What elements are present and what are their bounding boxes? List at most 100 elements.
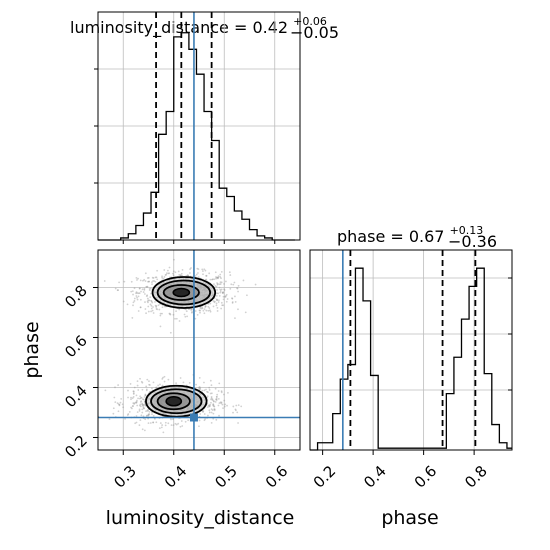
x-axis-label-phase: phase [381, 507, 438, 529]
scatter-point [150, 299, 153, 302]
scatter-point [190, 308, 193, 311]
scatter-point [175, 310, 177, 313]
scatter-point [155, 276, 158, 279]
scatter-point [177, 422, 180, 425]
scatter-point [137, 295, 140, 298]
scatter-point [155, 307, 158, 310]
scatter-point [141, 381, 144, 384]
scatter-point [142, 291, 145, 293]
scatter-point [183, 313, 186, 316]
scatter-point [128, 411, 131, 413]
scatter-point [135, 421, 138, 424]
scatter-point [142, 398, 145, 401]
scatter-point [215, 298, 218, 301]
title-luminosity-distance-main: luminosity_distance = 0.42 [70, 18, 288, 38]
scatter-point [140, 396, 143, 399]
scatter-point [213, 408, 216, 411]
scatter-point [147, 301, 149, 304]
scatter-point [211, 278, 213, 281]
scatter-point [219, 290, 222, 292]
x-tick-label: 0.6 [262, 462, 292, 492]
scatter-point [212, 305, 215, 308]
scatter-point [215, 277, 217, 280]
scatter-point [203, 381, 205, 384]
scatter-point [146, 378, 149, 381]
scatter-point [254, 283, 257, 286]
scatter-point [215, 395, 218, 398]
scatter-point [181, 425, 184, 427]
scatter-point [154, 301, 156, 303]
scatter-point [147, 414, 150, 416]
scatter-point [199, 307, 202, 309]
scatter-point [224, 403, 227, 406]
scatter-point [210, 392, 213, 395]
scatter-point [132, 392, 135, 395]
scatter-point [220, 402, 223, 405]
scatter-point [195, 383, 197, 386]
scatter-point [210, 411, 213, 414]
scatter-point [236, 411, 239, 414]
scatter-point [135, 394, 138, 397]
scatter-point [143, 287, 146, 290]
scatter-point [215, 292, 218, 295]
scatter-point [154, 280, 157, 283]
y-axis-label-phase: phase [21, 321, 43, 378]
scatter-point [147, 299, 150, 302]
scatter-point [209, 392, 212, 395]
scatter-point [117, 384, 120, 386]
scatter-point [144, 272, 147, 275]
x-tick-label: 0.8 [461, 462, 491, 492]
scatter-point [222, 292, 225, 294]
scatter-point [127, 389, 129, 392]
y-tick-label: 0.4 [61, 382, 91, 412]
scatter-point [145, 285, 148, 288]
scatter-point [147, 413, 150, 416]
scatter-point [187, 274, 189, 277]
scatter-point [221, 291, 224, 294]
scatter-point [145, 385, 148, 388]
scatter-point [163, 276, 166, 278]
scatter-point [147, 310, 150, 313]
scatter-point [147, 280, 149, 283]
scatter-point [144, 308, 147, 310]
scatter-point [208, 272, 211, 275]
scatter-point [199, 388, 202, 391]
scatter-point [234, 408, 237, 411]
scatter-point [207, 305, 210, 308]
scatter-point [161, 384, 164, 387]
scatter-point [210, 396, 213, 398]
scatter-point [216, 282, 218, 284]
scatter-point [151, 411, 154, 414]
scatter-point [87, 400, 89, 402]
scatter-point [231, 297, 233, 300]
scatter-point [124, 418, 126, 420]
scatter-point [174, 271, 177, 274]
scatter-point [201, 306, 204, 309]
scatter-point [220, 281, 223, 284]
scatter-point [204, 418, 207, 420]
scatter-point [152, 280, 154, 282]
scatter-point [223, 399, 226, 402]
scatter-point [207, 391, 209, 394]
scatter-point [137, 397, 139, 400]
scatter-point [232, 283, 235, 286]
scatter-point [162, 431, 165, 434]
scatter-point [177, 270, 180, 273]
scatter-point [215, 398, 218, 400]
scatter-point [219, 283, 222, 285]
scatter-point [179, 274, 182, 277]
scatter-point [186, 274, 189, 277]
scatter-point [209, 278, 212, 281]
scatter-point [132, 390, 135, 393]
scatter-point [214, 387, 217, 390]
scatter-point [157, 304, 160, 307]
scatter-point [234, 317, 236, 320]
scatter-point [232, 411, 234, 414]
scatter-point [215, 398, 217, 401]
scatter-point [144, 404, 147, 407]
scatter-point [213, 283, 215, 286]
scatter-point [146, 297, 149, 300]
scatter-point [153, 280, 156, 282]
scatter-point [217, 276, 220, 279]
scatter-point [221, 403, 224, 406]
